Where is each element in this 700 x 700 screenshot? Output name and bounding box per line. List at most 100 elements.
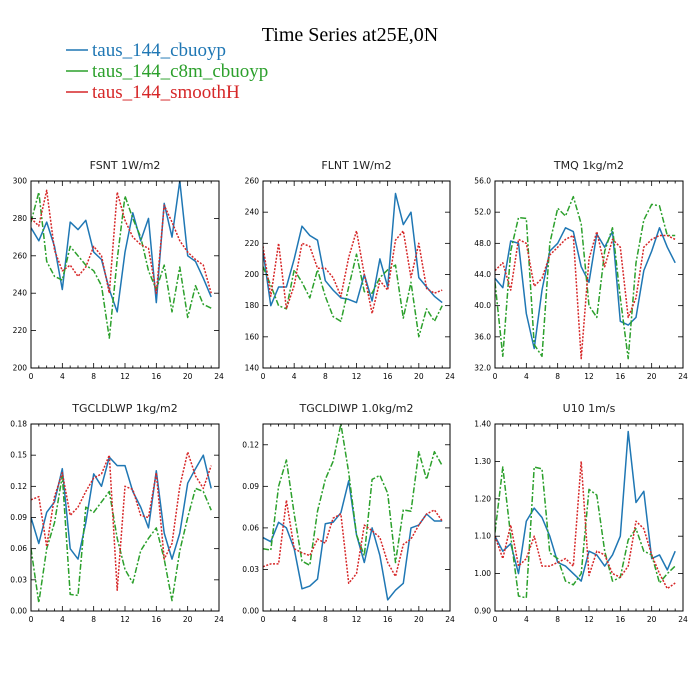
panel-title: FSNT 1W/m2 [90, 159, 161, 172]
y-tick-label: 0.09 [242, 482, 259, 491]
y-tick-label: 0.00 [242, 607, 259, 616]
x-tick-label: 16 [383, 615, 393, 624]
series-line-taus_144_cbuoyp [495, 227, 676, 350]
chart-panel-2: FLNT 1W/m2 0 4 8 12 16 20 24 140 160 180 200 220 240 2… [245, 159, 455, 381]
y-tick-label: 180 [245, 301, 260, 310]
y-tick-label: 0.03 [242, 565, 259, 574]
series-line-taus_144_c8m_cbuoyp [31, 475, 212, 604]
legend-entry: taus_144_cbuoyp [92, 40, 226, 61]
x-tick-label: 20 [414, 615, 424, 624]
series-lines [263, 424, 443, 601]
y-tick-label: 260 [13, 251, 28, 260]
x-tick-label: 12 [120, 615, 130, 624]
series-line-taus_144_smoothH [31, 451, 212, 591]
series-line-taus_144_smoothH [495, 230, 676, 360]
x-tick-label: 12 [584, 372, 594, 381]
series-lines [495, 195, 676, 360]
chart-panel-3: TMQ 1kg/m2 0 4 8 12 16 20 24 32.0 36.0 40.0 44.0 48.… [474, 159, 688, 381]
x-tick-label: 8 [323, 615, 328, 624]
series-line-taus_144_cbuoyp [495, 430, 676, 582]
y-tick-label: 200 [245, 270, 260, 279]
x-tick-label: 16 [616, 615, 626, 624]
series-line-taus_144_c8m_cbuoyp [263, 253, 443, 338]
plot-frame [494, 180, 684, 369]
y-tick-label: 0.12 [242, 440, 259, 449]
panel-title: TGCLDLWP 1kg/m2 [71, 402, 177, 415]
y-tick-label: 300 [13, 177, 28, 186]
x-tick-label: 24 [678, 615, 688, 624]
y-tick-label: 0.00 [10, 607, 27, 616]
y-tick-label: 1.20 [474, 494, 491, 503]
x-tick-label: 12 [584, 615, 594, 624]
x-tick-label: 24 [214, 372, 224, 381]
x-tick-label: 20 [183, 372, 193, 381]
x-tick-label: 12 [352, 372, 362, 381]
series-lines [31, 451, 212, 604]
y-tick-label: 240 [13, 289, 28, 298]
panel-title: TMQ 1kg/m2 [553, 159, 624, 172]
chart-panel-6: U10 1m/s 0 4 8 12 16 20 24 0.90 1.00 1.10 1.20 1.30 1… [474, 402, 688, 624]
x-tick-label: 24 [678, 372, 688, 381]
y-tick-label: 1.10 [474, 532, 491, 541]
x-tick-label: 8 [323, 372, 328, 381]
y-tick-label: 40.0 [474, 301, 491, 310]
x-tick-label: 24 [445, 372, 455, 381]
x-tick-label: 16 [616, 372, 626, 381]
legend-entry: taus_144_c8m_cbuoyp [92, 61, 268, 82]
figure-title: Time Series at25E,0N [262, 24, 438, 46]
x-tick-label: 0 [493, 615, 498, 624]
x-tick-label: 24 [445, 615, 455, 624]
y-tick-label: 0.12 [10, 482, 27, 491]
plot-frame [262, 423, 451, 612]
panel-title: TGCLDIWP 1.0kg/m2 [298, 402, 413, 415]
series-line-taus_144_smoothH [263, 230, 443, 315]
y-tick-label: 220 [245, 239, 260, 248]
y-tick-label: 44.0 [474, 270, 491, 279]
x-tick-label: 20 [183, 615, 193, 624]
chart-panels: FSNT 1W/m20 4 8 12 16 20 24200220240260280300F… [10, 159, 688, 624]
legend: taus_144_cbuoyptaus_144_c8m_cbuoyptaus_1… [66, 40, 268, 103]
y-tick-label: 220 [13, 326, 28, 335]
x-tick-label: 0 [29, 615, 34, 624]
x-tick-label: 16 [383, 372, 393, 381]
y-tick-label: 200 [13, 364, 28, 373]
y-tick-label: 1.30 [474, 457, 491, 466]
series-line-taus_144_c8m_cbuoyp [31, 191, 212, 339]
x-tick-label: 8 [555, 615, 560, 624]
x-tick-label: 12 [120, 372, 130, 381]
y-tick-label: 1.00 [474, 569, 491, 578]
x-tick-label: 24 [214, 615, 224, 624]
series-line-taus_144_c8m_cbuoyp [495, 195, 676, 360]
series-line-taus_144_cbuoyp [263, 192, 443, 307]
x-tick-label: 20 [414, 372, 424, 381]
y-tick-label: 0.03 [10, 575, 27, 584]
chart-panel-4: TGCLDLWP 1kg/m2 0 4 8 12 16 20 24 0.00 0.03 0.06 0.… [10, 402, 224, 624]
x-tick-label: 0 [261, 372, 266, 381]
plot-frame [494, 423, 684, 612]
y-tick-label: 0.06 [10, 544, 27, 553]
x-tick-label: 4 [60, 615, 65, 624]
series-line-taus_144_cbuoyp [263, 480, 443, 601]
x-tick-label: 0 [261, 615, 266, 624]
x-tick-label: 12 [352, 615, 362, 624]
x-tick-label: 16 [152, 615, 162, 624]
panel-title: U10 1m/s [563, 402, 616, 415]
series-line-taus_144_smoothH [495, 460, 676, 590]
y-tick-label: 0.90 [474, 607, 491, 616]
y-tick-label: 0.09 [10, 513, 27, 522]
y-tick-label: 48.0 [474, 239, 491, 248]
x-tick-label: 8 [91, 372, 96, 381]
series-lines [495, 430, 676, 599]
y-tick-label: 240 [245, 208, 260, 217]
y-tick-label: 52.0 [474, 208, 491, 217]
series-line-taus_144_cbuoyp [31, 181, 212, 313]
y-tick-label: 280 [13, 214, 28, 223]
y-tick-label: 140 [245, 364, 260, 373]
x-tick-label: 4 [292, 372, 297, 381]
y-tick-label: 1.40 [474, 420, 491, 429]
series-line-taus_144_smoothH [263, 499, 443, 585]
y-tick-label: 36.0 [474, 332, 491, 341]
x-tick-label: 0 [493, 372, 498, 381]
series-line-taus_144_cbuoyp [31, 454, 212, 560]
